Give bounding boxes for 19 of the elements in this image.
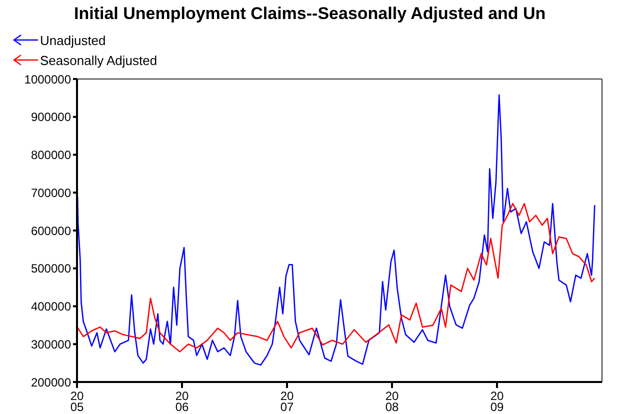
legend-label: Seasonally Adjusted (40, 52, 158, 68)
y-tick-label: 800000 (30, 148, 72, 162)
x-tick-label: 20 09 (490, 389, 504, 414)
x-tick-label: 20 05 (70, 389, 84, 414)
line-series (77, 202, 596, 352)
y-tick-label: 900000 (30, 110, 72, 124)
x-tick-label: 20 06 (175, 389, 189, 414)
y-tick-label: 1000000 (24, 72, 72, 86)
chart-title: Initial Unemployment Claims--Seasonally Adjusted and Un (74, 4, 546, 24)
y-tick-label: 600000 (30, 224, 72, 238)
y-tick-label: 200000 (30, 375, 72, 390)
legend-label: Unadjusted (40, 32, 106, 48)
x-tick-label: 20 08 (385, 389, 399, 414)
y-tick-label: 500000 (30, 262, 72, 276)
line-series (77, 94, 596, 366)
y-tick-label: 700000 (30, 186, 72, 200)
y-tick-label: 300000 (30, 337, 72, 352)
x-tick-label: 20 07 (280, 389, 294, 414)
y-tick-label: 400000 (30, 300, 72, 314)
